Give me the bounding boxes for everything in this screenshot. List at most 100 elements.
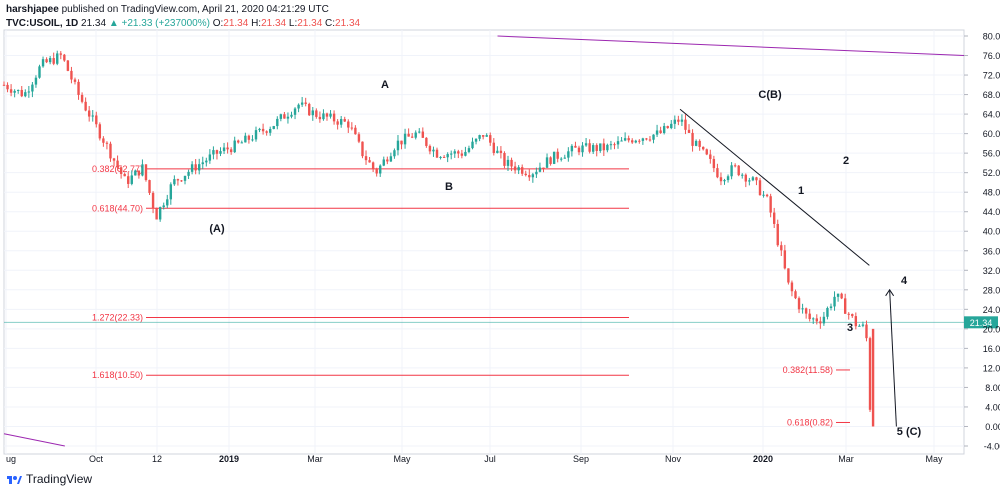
candle-body [400,140,403,145]
candle-body [229,149,233,153]
candle-body [609,144,613,146]
symbol-info: TVC:USOIL, 1D 21.34 ▲ +21.33 (+237000%) … [6,18,360,29]
candle-body [783,250,787,269]
candle-body [808,313,811,320]
candle-body [70,70,73,80]
candle-body [251,139,254,141]
candle-body [389,156,393,162]
y-axis-tick-label: 12.00 [983,363,1000,373]
candle-body [836,293,840,297]
last-price-tag-label: 21.34 [970,318,993,328]
candle-body [528,175,531,178]
candle-body [545,157,549,168]
candle-body [510,159,513,167]
candle-body [127,176,130,184]
candle-body [446,154,449,158]
x-axis-tick-label: ug [6,454,16,464]
candle-body [737,165,740,176]
candle-body [6,84,9,90]
candle-body [606,144,609,151]
candle-body [322,113,325,120]
candle-body [24,92,27,97]
candle-body [102,138,105,143]
candle-body [755,177,758,181]
candle-body [769,196,772,213]
candle-body [453,151,456,154]
candle-body [691,132,694,146]
candle-body [421,131,425,138]
candle-body [772,212,776,224]
candle-body [662,126,666,133]
ohlc-l-label: L: [288,18,298,29]
candle-body [325,113,329,117]
candle-body [705,149,708,155]
wave-label: B [445,181,453,193]
candle-body [332,113,336,122]
upper-channel-line [497,35,965,57]
candle-body [329,113,332,117]
candle-body [851,314,854,317]
x-axis-tick-label: Oct [89,454,104,464]
author-name[interactable]: harshjapee [6,4,59,15]
candle-body [112,158,116,161]
candle-body [787,268,790,283]
candle-body [871,328,875,427]
candle-body [599,143,602,151]
candle-body [290,114,293,117]
candle-body [272,126,275,129]
candle-body [485,135,488,137]
candle-body [371,162,375,170]
candle-body [318,116,322,120]
wave-label: 2 [843,155,849,167]
wave-label: (A) [209,223,225,235]
candle-body [631,140,634,143]
candle-body [350,127,354,129]
candle-body [489,135,492,143]
candle-body [496,150,499,153]
candle-body [758,180,762,196]
candle-body [158,207,162,220]
candle-body [677,119,680,122]
candle-body [670,123,673,129]
fib-level-label: 0.382(11.58) [783,365,833,375]
candle-body [719,177,723,182]
projection-arrow [889,289,897,427]
candle-body [797,298,801,310]
y-axis-tick-label: 80.00 [983,32,1000,42]
y-axis-tick-label: 68.00 [983,90,1000,100]
brand-name: TradingView [26,472,93,486]
candle-body [77,81,80,95]
candle-body [116,160,119,168]
candle-body [666,126,669,129]
candle-body [375,169,378,174]
candle-body [347,121,350,128]
candle-body [233,140,236,153]
candle-body [602,143,606,151]
candle-body [442,156,446,158]
candle-body [396,140,400,151]
fib-level-label: 1.618(10.50) [92,370,143,380]
candle-body [858,325,861,327]
candle-body [538,167,542,172]
candle-body [198,164,201,171]
candle-body [467,148,471,152]
candle-body [744,174,748,182]
candle-body [119,167,123,174]
candle-body [815,318,818,322]
candle-body [63,54,66,61]
candle-body [812,318,815,320]
candle-body [464,151,467,156]
candle-body [105,142,109,144]
candle-body [492,142,496,153]
ohlc-o-label: O: [212,18,224,29]
y-axis-tick-label: 72.00 [983,71,1000,81]
ohlc-c-label: C: [325,18,336,29]
candle-body [180,180,183,182]
candle-body [865,324,868,339]
candle-body [151,192,155,209]
candle-body [776,223,779,246]
candle-body [709,154,712,159]
candle-body [517,167,520,171]
